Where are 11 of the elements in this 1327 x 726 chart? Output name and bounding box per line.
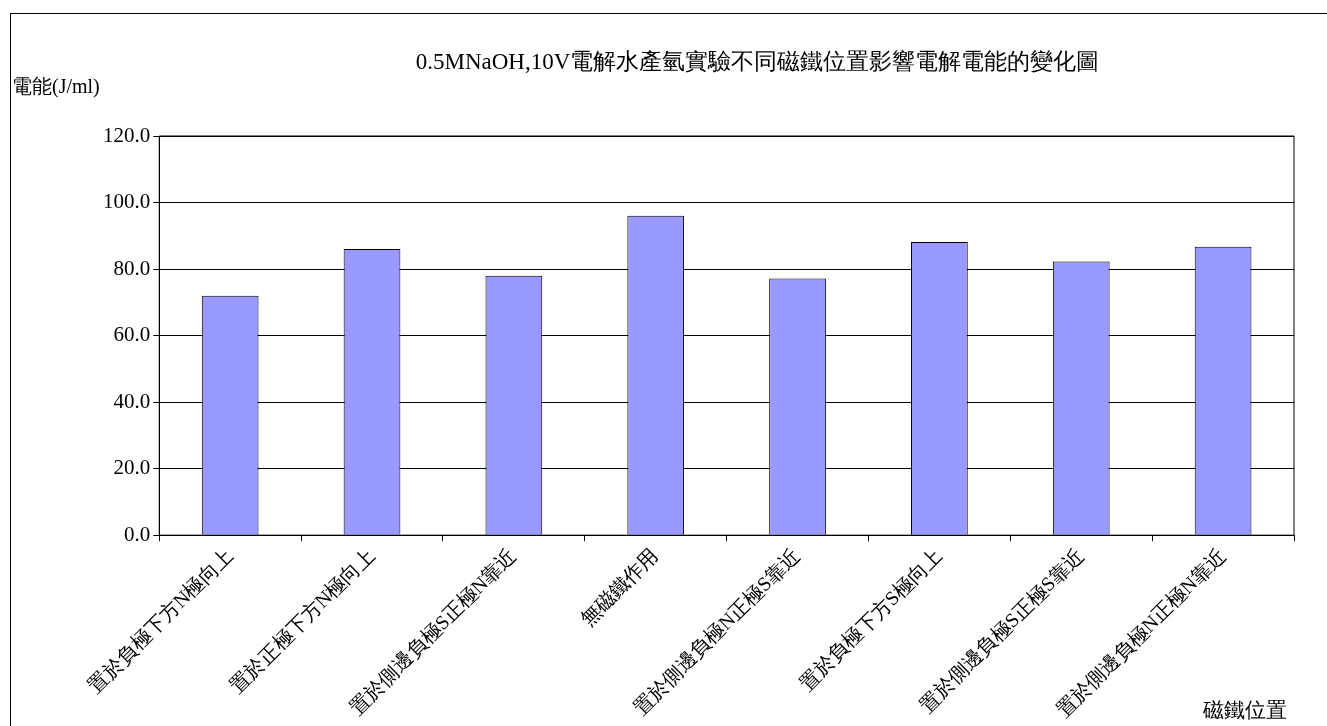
y-axis-title: 電能(J/ml) xyxy=(12,74,100,100)
y-tick-label: 80.0 xyxy=(113,255,151,280)
x-tick-label: 無磁鐵作用 xyxy=(575,543,663,630)
x-axis-title: 磁鐵位置 xyxy=(1203,697,1287,724)
y-tick-label: 100.0 xyxy=(103,189,151,214)
y-tick-label: 20.0 xyxy=(113,455,151,480)
y-tick-label: 120.0 xyxy=(103,122,151,147)
y-tick-label: 0.0 xyxy=(124,521,151,546)
chart-title: 0.5MNaOH,10V電解水產氫實驗不同磁鐵位置影響電解電能的變化圖 xyxy=(415,49,1100,74)
y-tick-label: 60.0 xyxy=(113,322,151,347)
y-tick-label: 40.0 xyxy=(113,388,151,413)
